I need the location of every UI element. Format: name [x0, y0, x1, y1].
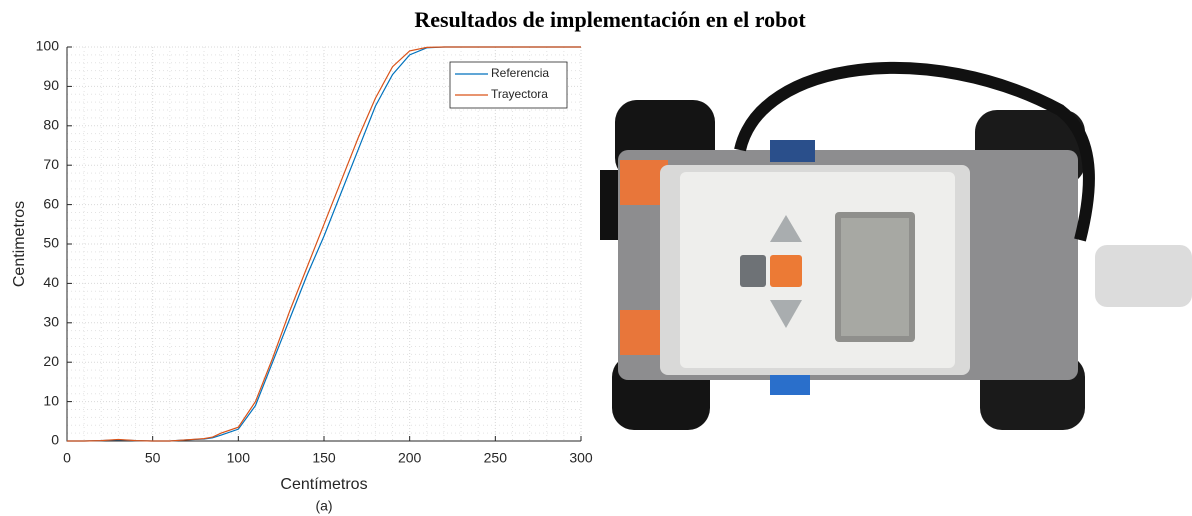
button — [770, 255, 802, 287]
cable — [734, 62, 1095, 242]
x-axis-label: Centímetros — [280, 476, 367, 493]
y-tick-label: 30 — [43, 314, 59, 330]
arrow-button — [770, 300, 802, 328]
button — [740, 255, 766, 287]
y-tick-label: 90 — [43, 77, 59, 93]
screen-glass — [841, 218, 909, 336]
legend-label: Referencia — [491, 66, 549, 80]
y-tick-label: 10 — [43, 392, 59, 408]
chart-title: Resultados de implementación en el robot — [414, 7, 806, 32]
robot-photo — [600, 62, 1192, 430]
y-tick-label: 50 — [43, 235, 59, 251]
x-tick-label: 200 — [398, 450, 422, 466]
plot-area — [67, 47, 581, 441]
legend-label: Trayectora — [491, 87, 548, 101]
x-tick-label: 300 — [569, 450, 593, 466]
y-tick-label: 80 — [43, 117, 59, 133]
y-tick-label: 60 — [43, 195, 59, 211]
y-tick-label: 100 — [36, 38, 60, 54]
y-axis-label: Centimetros — [11, 201, 28, 287]
y-tick-label: 0 — [51, 432, 59, 448]
cable — [600, 170, 620, 240]
sensor — [1095, 245, 1192, 307]
y-tick-label: 70 — [43, 156, 59, 172]
y-tick-label: 20 — [43, 353, 59, 369]
port — [770, 375, 810, 395]
y-tick-label: 40 — [43, 274, 59, 290]
series-line — [67, 46, 581, 442]
port — [770, 140, 815, 162]
caption: (a) — [315, 498, 332, 514]
legend-box — [449, 61, 568, 109]
x-tick-label: 100 — [227, 450, 251, 466]
x-tick-label: 0 — [63, 450, 71, 466]
x-tick-label: 150 — [312, 450, 336, 466]
arrow-button — [770, 215, 802, 242]
x-tick-label: 250 — [484, 450, 508, 466]
x-tick-label: 50 — [145, 450, 161, 466]
